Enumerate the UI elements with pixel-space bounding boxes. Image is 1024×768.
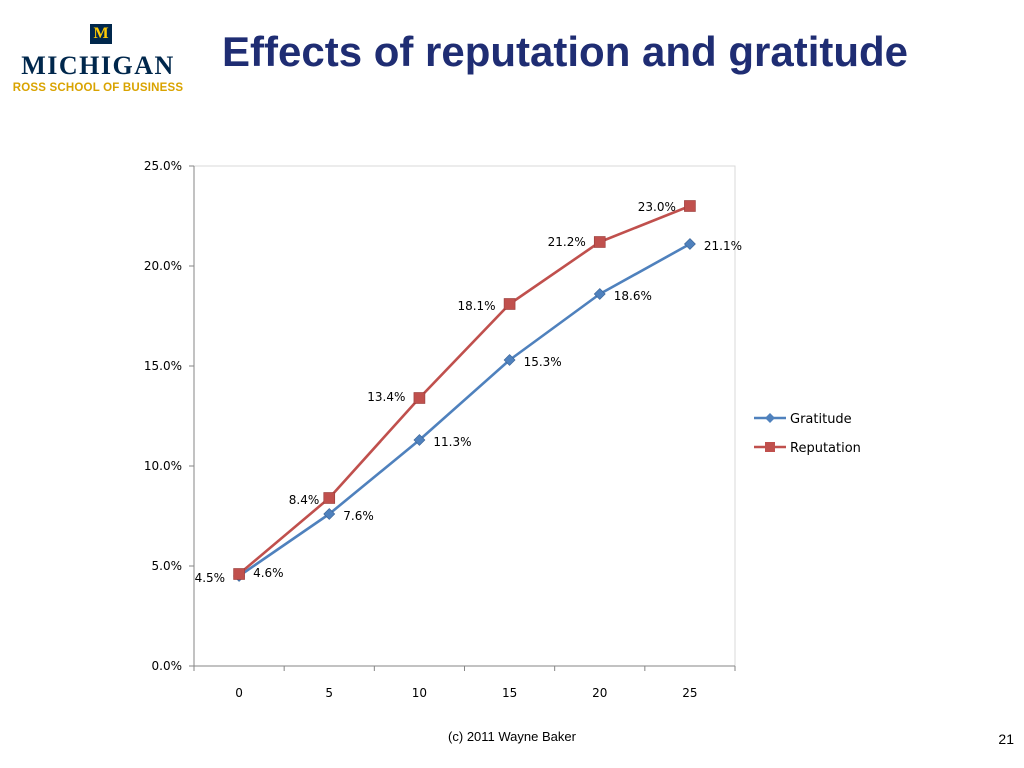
- legend-label-gratitude: Gratitude: [790, 412, 852, 427]
- reputation-data-label: 13.4%: [367, 390, 405, 404]
- gratitude-point-marker: [593, 288, 606, 300]
- legend-label-reputation: Reputation: [790, 441, 861, 456]
- logo-subtitle: ROSS SCHOOL OF BUSINESS: [12, 82, 184, 94]
- x-tick-label: 15: [502, 686, 517, 700]
- gratitude-data-label: 15.3%: [524, 355, 562, 369]
- y-tick-label: 10.0%: [144, 459, 182, 473]
- gratitude-data-label: 18.6%: [614, 289, 652, 303]
- series-line-reputation: [238, 204, 691, 575]
- reputation-point-marker: [413, 392, 426, 404]
- logo-wordmark: MICHIGAN: [21, 51, 175, 80]
- x-tick-label: 10: [412, 686, 427, 700]
- block-m-emblem: M: [90, 24, 112, 44]
- y-tick-label: 5.0%: [152, 559, 183, 573]
- reputation-data-label: 23.0%: [638, 200, 676, 214]
- plot-area: [193, 165, 736, 667]
- reputation-point-marker: [593, 236, 606, 248]
- reputation-point-marker: [233, 568, 245, 580]
- reputation-data-label: 21.2%: [548, 235, 586, 249]
- gratitude-point-marker: [413, 434, 426, 446]
- legend-marker-gratitude: [765, 413, 775, 423]
- copyright-footer: (c) 2011 Wayne Baker: [448, 729, 576, 744]
- gratitude-data-label: 21.1%: [704, 239, 742, 253]
- reputation-point-marker: [684, 200, 696, 212]
- gratitude-point-marker: [503, 354, 516, 366]
- x-tick-label: 5: [325, 686, 333, 700]
- legend-marker-reputation: [765, 442, 775, 452]
- y-tick-label: 15.0%: [144, 359, 182, 373]
- gratitude-data-label: 7.6%: [343, 509, 374, 523]
- gratitude-data-label: 11.3%: [433, 435, 471, 449]
- michigan-ross-logo: M MICHIGAN ROSS SCHOOL OF BUSINESS: [6, 22, 190, 96]
- reputation-point-marker: [503, 298, 516, 310]
- gratitude-point-marker: [683, 238, 696, 250]
- x-tick-label: 20: [592, 686, 607, 700]
- x-tick-label: 25: [682, 686, 697, 700]
- y-tick-label: 25.0%: [144, 159, 182, 173]
- gratitude-data-label: 4.5%: [195, 571, 226, 585]
- y-tick-label: 0.0%: [152, 659, 183, 673]
- slide-title: Effects of reputation and gratitude: [222, 28, 909, 75]
- reputation-point-marker: [323, 492, 336, 504]
- series-line-gratitude: [238, 242, 691, 578]
- x-tick-label: 0: [235, 686, 243, 700]
- gratitude-point-marker: [323, 508, 336, 520]
- y-tick-label: 20.0%: [144, 259, 182, 273]
- page-number: 21: [998, 731, 1014, 747]
- reputation-data-label: 8.4%: [289, 493, 320, 507]
- reputation-data-label: 18.1%: [457, 299, 495, 313]
- reputation-data-label: 4.6%: [253, 566, 283, 580]
